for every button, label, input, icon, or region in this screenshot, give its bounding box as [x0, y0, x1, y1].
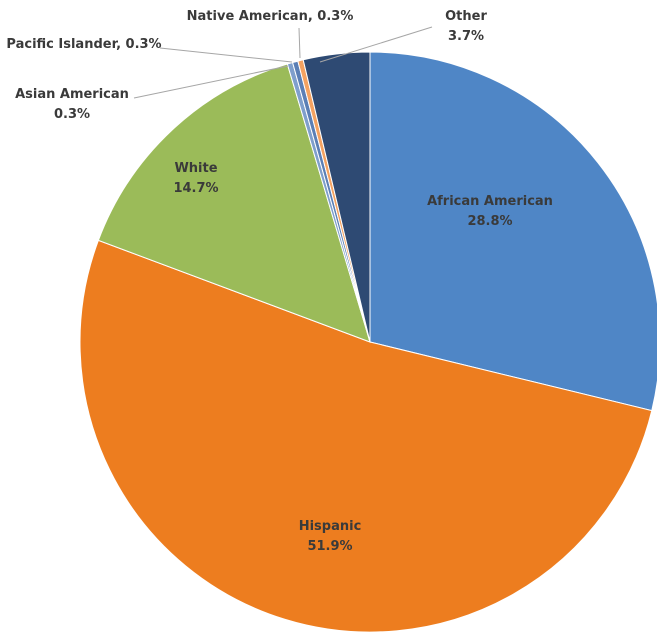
slice-name-asian-american: Asian American: [15, 87, 129, 102]
slice-label-asian-american: Asian American 0.3%: [15, 87, 129, 122]
slice-name-african-american: African American: [427, 194, 553, 209]
pie-slice-white: [97, 63, 371, 343]
pie-slice-african-american: [369, 51, 657, 412]
slice-label-hispanic: Hispanic 51.9%: [299, 519, 362, 554]
slice-label-native-american: Native American, 0.3%: [187, 9, 354, 24]
leader-line-pacific-islander: [159, 47, 293, 63]
leader-line-other: [319, 26, 433, 63]
leader-line-asian-american: [133, 65, 289, 99]
pie-slices: [79, 51, 657, 633]
slice-value-asian-american: 0.3%: [54, 107, 90, 122]
slice-value-white: 14.7%: [173, 181, 218, 196]
leader-line-native-american: [298, 27, 301, 59]
pie-slice-hispanic: [79, 239, 653, 633]
slice-name-white: White: [174, 161, 217, 176]
slice-name-hispanic: Hispanic: [299, 519, 362, 534]
slice-label-african-american: African American 28.8%: [427, 194, 553, 229]
leader-lines: [133, 26, 433, 99]
slice-label-white: White 14.7%: [173, 161, 218, 196]
slice-name-other: Other: [445, 9, 487, 24]
pie-slice-other: [302, 51, 371, 343]
slice-value-hispanic: 51.9%: [307, 539, 352, 554]
slice-labels: African American 28.8% Hispanic 51.9% White 1…: [6, 9, 553, 554]
slice-value-other: 3.7%: [448, 29, 484, 44]
slice-label-pacific-islander: Pacific Islander, 0.3%: [6, 37, 161, 52]
slice-value-african-american: 28.8%: [467, 214, 512, 229]
slice-label-other: Other 3.7%: [445, 9, 487, 44]
